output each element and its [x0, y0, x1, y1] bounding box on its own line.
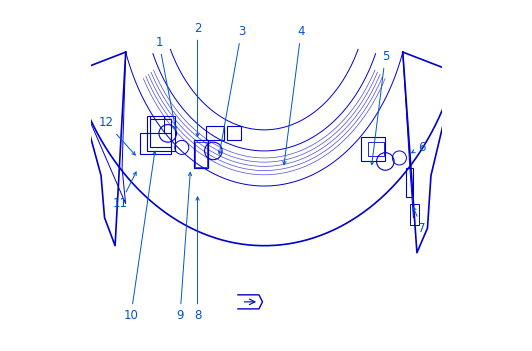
Bar: [406, 168, 413, 197]
Bar: [194, 140, 208, 168]
Bar: [195, 142, 207, 167]
Text: 8: 8: [194, 197, 201, 323]
Text: 4: 4: [283, 25, 305, 165]
Bar: [147, 116, 174, 151]
Bar: [206, 126, 224, 140]
Text: 5: 5: [371, 49, 389, 165]
Text: 12: 12: [99, 116, 135, 155]
Bar: [150, 116, 164, 133]
Text: 3: 3: [218, 25, 245, 154]
Text: 7: 7: [413, 207, 426, 235]
Bar: [368, 142, 384, 156]
Text: 11: 11: [113, 172, 136, 210]
Text: 2: 2: [194, 21, 201, 137]
Text: 9: 9: [176, 172, 192, 323]
Bar: [410, 204, 419, 225]
Text: 1: 1: [155, 35, 177, 130]
Bar: [139, 133, 171, 154]
Text: 10: 10: [123, 151, 156, 323]
Bar: [227, 126, 242, 140]
Bar: [361, 137, 385, 161]
Bar: [150, 119, 171, 147]
Text: 6: 6: [412, 141, 426, 154]
